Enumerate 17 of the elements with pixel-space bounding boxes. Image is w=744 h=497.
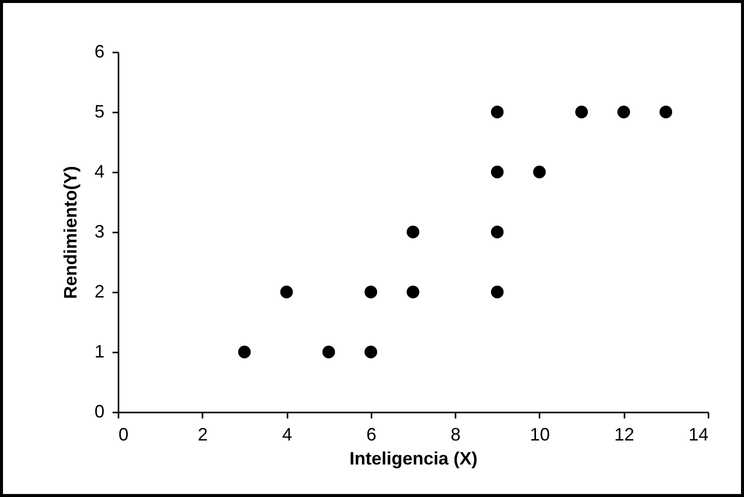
y-tick-label: 1 — [94, 342, 104, 362]
x-tick-label: 4 — [282, 424, 292, 444]
x-tick-label: 10 — [530, 424, 550, 444]
x-axis-title: Inteligencia (X) — [349, 448, 478, 468]
y-tick-label: 5 — [94, 102, 104, 122]
x-tick-label: 14 — [688, 424, 708, 444]
y-tick-label: 6 — [94, 42, 104, 62]
x-tick-label: 8 — [450, 424, 461, 444]
x-tick-label: 6 — [366, 424, 376, 444]
x-tick-label: 0 — [118, 424, 129, 444]
x-tick-label: 2 — [198, 424, 208, 444]
y-tick-label: 4 — [94, 162, 104, 182]
y-tick-label: 3 — [94, 222, 104, 242]
x-tick-label: 12 — [614, 424, 634, 444]
y-axis-title: Rendimiento(Y) — [60, 166, 80, 299]
y-tick-label: 0 — [94, 402, 104, 422]
y-tick-label: 2 — [94, 282, 104, 302]
